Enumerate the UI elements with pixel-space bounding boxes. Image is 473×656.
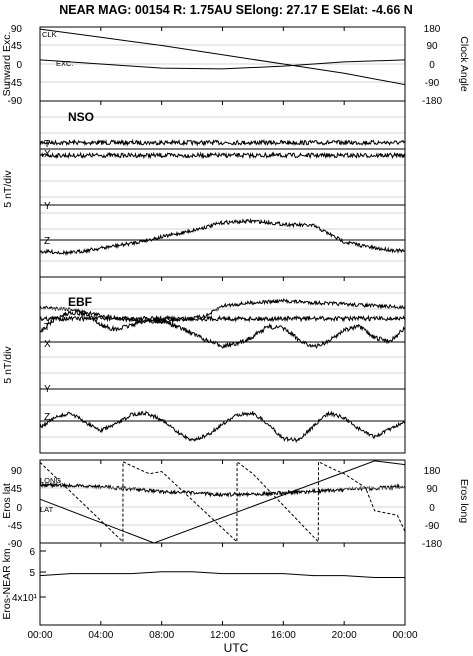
series-label-nso-t: T bbox=[44, 139, 50, 150]
ytick-left-m90: -90 bbox=[8, 539, 23, 550]
ytick-right-0: 0 bbox=[429, 503, 435, 514]
panel-clock-angle: CLK EXC. 90 45 0 -45 -90 180 90 0 -90 -1… bbox=[1, 24, 470, 107]
series-line-distance bbox=[39, 571, 405, 578]
ytick-right-m180: -180 bbox=[422, 96, 442, 107]
xtick-label: 08:00 bbox=[149, 630, 174, 641]
panel-ebf: EBF T X Y Z 5 nT/div bbox=[2, 276, 406, 498]
ylabel-clock-angle: Clock Angle bbox=[458, 36, 470, 92]
series-label-ebf-y: Y bbox=[44, 384, 51, 395]
series-line-ebf-y bbox=[39, 410, 406, 444]
series-line-nso-t bbox=[39, 138, 406, 147]
ylabel-ebf: 5 nT/div bbox=[2, 346, 14, 384]
ytick-left-m45: -45 bbox=[8, 78, 23, 89]
ylabel-nso: 5 nT/div bbox=[2, 170, 14, 208]
ytick-5: 5 bbox=[29, 568, 35, 579]
panel-nso: NSO T X Y Z 5 nT/div bbox=[2, 100, 406, 325]
ytick-6: 6 bbox=[29, 547, 35, 558]
series-label-nso-x: X bbox=[44, 149, 51, 160]
ytick-right-90: 90 bbox=[426, 484, 438, 495]
ylabel-eros-near-km: Eros-NEAR km bbox=[1, 548, 13, 619]
series-line-nso-y bbox=[39, 217, 406, 257]
xtick-label: 12:00 bbox=[210, 630, 235, 641]
series-line-lat bbox=[39, 460, 406, 544]
series-label-nso-y: Y bbox=[44, 201, 51, 212]
ytick-right-m90: -90 bbox=[425, 521, 440, 532]
series-line-nso-z bbox=[39, 298, 406, 325]
series-line-long bbox=[39, 460, 406, 544]
panel-eros-position: LONG LAT 90 45 0 -45 -90 180 90 0 -90 -1… bbox=[1, 459, 470, 550]
ytick-right-180: 180 bbox=[424, 24, 441, 35]
series-label-ebf-z: Z bbox=[44, 412, 50, 423]
annotation-exc: EXC. bbox=[56, 59, 74, 68]
annotation-lat: LAT bbox=[40, 505, 54, 514]
ytick-left-45: 45 bbox=[11, 484, 23, 495]
ylabel-eros-lat: Eros lat bbox=[1, 483, 13, 519]
xtick-label: 00:00 bbox=[392, 630, 417, 641]
ytick-left-0: 0 bbox=[16, 60, 22, 71]
panel-title-nso: NSO bbox=[68, 110, 94, 124]
ytick-left-m45: -45 bbox=[8, 521, 23, 532]
ytick-right-0: 0 bbox=[429, 60, 435, 71]
xlabel-utc: UTC bbox=[224, 641, 249, 655]
ytick-left-45: 45 bbox=[11, 41, 23, 52]
series-line-clk bbox=[39, 28, 406, 86]
ytick-left-90: 90 bbox=[11, 466, 23, 477]
ytick-left-m90: -90 bbox=[8, 96, 23, 107]
series-label-ebf-x: X bbox=[44, 339, 51, 350]
panel-title-ebf: EBF bbox=[68, 295, 92, 309]
ylabel-eros-long: Eros long bbox=[458, 479, 470, 524]
ytick-right-90: 90 bbox=[426, 41, 438, 52]
ylabel-sunward-exc: Sunward Exc. bbox=[1, 32, 13, 97]
xtick-label: 04:00 bbox=[88, 630, 113, 641]
ytick-right-m180: -180 bbox=[422, 539, 442, 550]
series-line-ebf-x bbox=[39, 309, 406, 349]
figure-header: NEAR MAG: 00154 R: 1.75AU SElong: 27.17 … bbox=[59, 3, 413, 17]
annotation-long: LONG bbox=[40, 476, 61, 485]
series-label-nso-z: Z bbox=[44, 236, 50, 247]
ytick-left-90: 90 bbox=[11, 24, 23, 35]
series-line-ebf-z bbox=[39, 481, 406, 498]
annotation-clk: CLK bbox=[42, 30, 57, 39]
panel-eros-near-distance: 6 5 4x10¹ Eros-NEAR km bbox=[1, 542, 406, 626]
series-line-exc bbox=[39, 59, 406, 70]
ytick-40: 4x10¹ bbox=[12, 593, 38, 604]
series-line-nso-x bbox=[39, 151, 406, 160]
ytick-left-0: 0 bbox=[16, 503, 22, 514]
xtick-label: 16:00 bbox=[271, 630, 296, 641]
ytick-right-180: 180 bbox=[424, 466, 441, 477]
series-line-ebf-t bbox=[39, 314, 406, 323]
series-label-ebf-t: T bbox=[44, 322, 50, 333]
xtick-label: 00:00 bbox=[27, 630, 52, 641]
xtick-label: 20:00 bbox=[332, 630, 357, 641]
x-axis: 00:00 04:00 08:00 12:00 16:00 20:00 00:00 bbox=[27, 27, 418, 641]
ytick-right-m90: -90 bbox=[425, 78, 440, 89]
